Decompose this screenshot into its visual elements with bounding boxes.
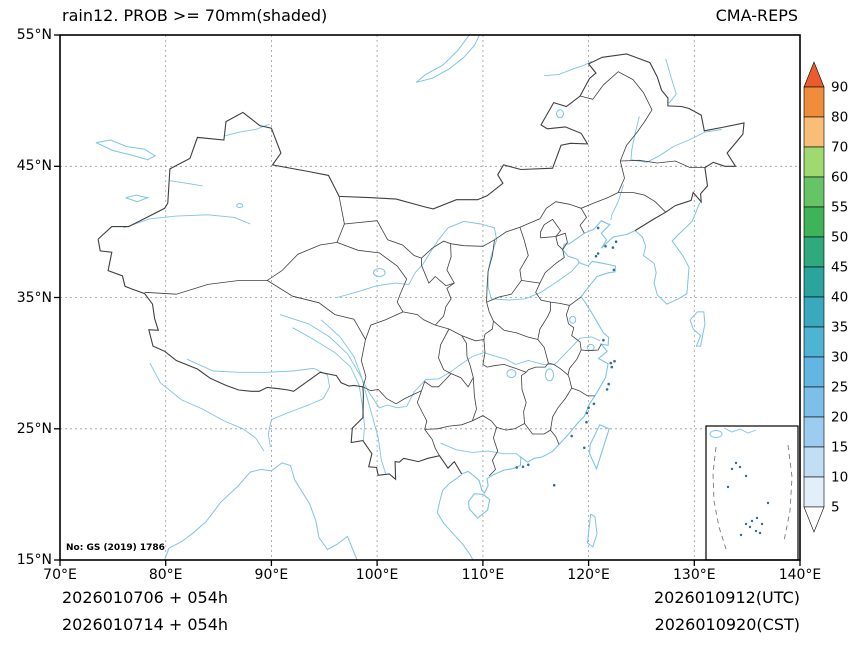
colorbar-tick-label: 45 [831,260,848,276]
axis-ticks [54,34,801,566]
colorbar-tick-label: 10 [831,470,848,486]
colorbar-tick-label: 40 [831,290,848,306]
x-tick-label: 80°E [148,567,183,583]
colorbar-tick-label: 60 [831,170,848,186]
colorbar-tick-label: 70 [831,140,848,156]
colorbar-cells [803,61,825,533]
figure-title: rain12. PROB >= 70mm(shaded) [62,6,328,25]
x-tick-label: 110°E [461,567,505,583]
china-map [54,34,801,566]
colorbar-tick-label: 50 [831,230,848,246]
colorbar-tick-label: 5 [831,500,840,516]
x-tick-label: 100°E [355,567,399,583]
water-features [95,35,722,560]
colorbar-tick-label: 80 [831,110,848,126]
x-tick-label: 120°E [567,567,610,583]
y-tick-label: 35°N [16,289,52,306]
valid-time-utc: 2026010912(UTC) [654,588,800,607]
colorbar-tick-label: 20 [831,410,848,426]
y-tick-label: 15°N [16,552,52,568]
y-tick-label: 55°N [16,27,52,43]
map-frame [59,34,801,561]
colorbar-tick-label: 15 [831,440,848,456]
colorbar-tick-labels: 90 80 70 60 55 50 45 40 35 30 25 20 15 10 5 [831,80,848,516]
x-tick-label: 70°E [43,567,77,583]
south-china-sea-inset [705,425,799,561]
national-border [97,53,745,481]
colorbar-tick-label: 25 [831,380,848,396]
x-tick-label: 140°E [778,567,822,583]
colorbar-tick-label: 55 [831,200,848,216]
y-tick-label: 25°N [16,420,52,437]
province-boundaries [144,71,705,477]
x-tick-label: 90°E [254,567,289,583]
gridlines [60,35,800,560]
init-time-utc: 2026010706 + 054h [62,588,229,607]
colorbar-tick-label: 35 [831,320,848,336]
colorbar-tick-label: 30 [831,350,848,366]
colorbar-tick-label: 90 [831,80,848,96]
probability-colorbar: 90 80 70 60 55 50 45 40 35 30 25 20 15 10 5 [803,61,848,533]
x-tick-label: 130°E [673,567,716,583]
valid-time-cst: 2026010920(CST) [654,615,800,634]
license-note: No: GS (2019) 1786 [66,543,165,553]
init-time-cst: 2026010714 + 054h [62,615,229,634]
coastal-islands [515,226,618,487]
y-tick-label: 45°N [16,158,52,175]
model-name: CMA-REPS [715,6,798,25]
